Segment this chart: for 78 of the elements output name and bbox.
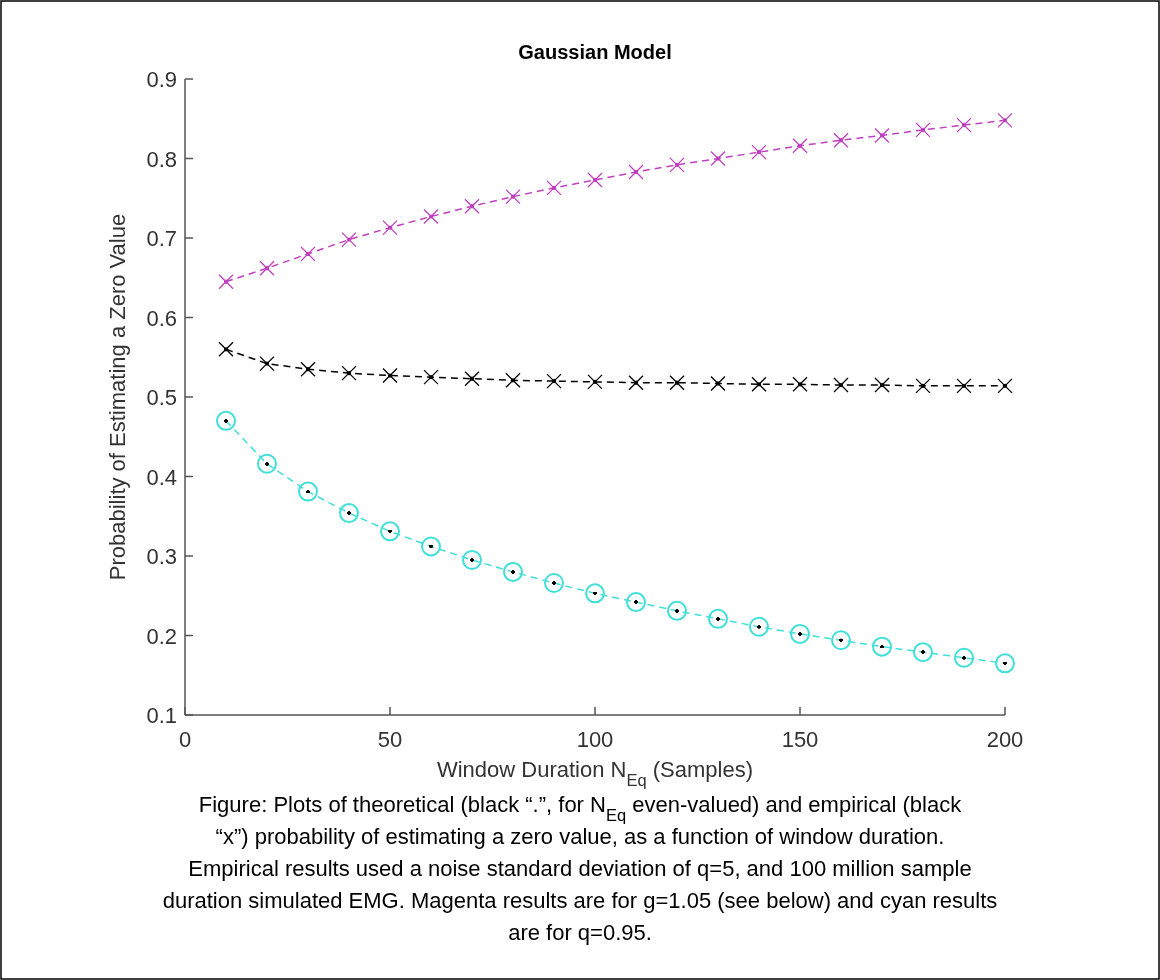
y-tick-label: 0.5 <box>146 385 177 410</box>
point <box>874 377 890 393</box>
point <box>218 341 234 357</box>
point <box>259 355 275 372</box>
y-tick-label: 0.4 <box>146 464 177 490</box>
point <box>997 378 1013 394</box>
point <box>710 375 726 392</box>
point <box>257 453 277 474</box>
point <box>915 378 931 394</box>
point <box>954 647 974 668</box>
point <box>669 375 685 391</box>
point <box>790 623 810 644</box>
point <box>462 549 482 570</box>
point <box>259 260 275 276</box>
point <box>995 653 1015 674</box>
y-tick-label: 0.6 <box>146 305 177 331</box>
point <box>300 361 316 377</box>
point <box>915 122 931 138</box>
point <box>749 616 769 637</box>
point <box>874 127 890 144</box>
point <box>505 372 521 388</box>
point <box>544 573 564 594</box>
point <box>751 144 767 160</box>
y-tick-label: 0.9 <box>146 67 177 92</box>
point <box>587 374 603 390</box>
point <box>833 132 849 148</box>
y-tick-label: 0.8 <box>146 146 177 172</box>
point <box>628 375 644 391</box>
point <box>216 410 236 431</box>
point <box>997 112 1013 128</box>
point <box>382 220 398 236</box>
point <box>546 373 562 389</box>
x-tick-label: 150 <box>781 727 819 752</box>
point <box>464 198 480 214</box>
point <box>423 208 439 225</box>
point <box>423 369 439 385</box>
point <box>505 189 521 205</box>
point <box>298 481 318 502</box>
point <box>300 246 316 262</box>
x-tick-label: 200 <box>986 727 1024 752</box>
point <box>669 157 685 173</box>
point <box>626 592 646 613</box>
point <box>833 377 849 393</box>
point <box>792 376 808 392</box>
point <box>831 630 851 651</box>
point <box>421 536 441 557</box>
text: Figure: Plots of theoretical (black “.”, for N$_{Eq}$ even-valued) and empirical (black “x”) probability of estimating a zero value, as a function of window duration. Empirical results used a noise standard deviation of q=5, and 100 million sample duration simulated EMG. Magenta results are for g=1.05 (see below) and cyan results are for q=0.95. <box>162 792 998 945</box>
point <box>956 378 972 394</box>
point <box>708 608 728 629</box>
point <box>380 521 400 542</box>
x-tick-label: 100 <box>576 727 614 752</box>
y-tick-label: 0.2 <box>146 623 177 649</box>
y-axis-title: Probability of Estimating a Zero Value <box>105 213 130 581</box>
x-tick-label: 0 <box>178 727 192 752</box>
point <box>339 503 359 524</box>
point <box>792 138 808 154</box>
point <box>218 274 234 290</box>
point <box>667 600 687 621</box>
y-tick-label: 0.7 <box>146 226 177 251</box>
point <box>546 180 562 196</box>
point <box>751 376 767 392</box>
x-axis-title: Window Duration N$_{Eq}$ (Samples) <box>436 757 754 789</box>
point <box>628 164 644 180</box>
y-tick-label: 0.3 <box>146 544 177 569</box>
point <box>464 371 480 387</box>
y-tick-label: 0.1 <box>146 703 177 728</box>
point <box>585 583 605 604</box>
point <box>956 117 972 133</box>
point <box>587 172 603 188</box>
point <box>503 561 523 582</box>
point <box>913 642 933 663</box>
chart-title: Gaussian Model <box>518 41 672 63</box>
point <box>710 150 726 167</box>
x-tick-label: 50 <box>377 727 403 752</box>
point <box>382 367 398 384</box>
point <box>341 231 357 248</box>
point <box>872 636 892 657</box>
point <box>341 365 357 381</box>
